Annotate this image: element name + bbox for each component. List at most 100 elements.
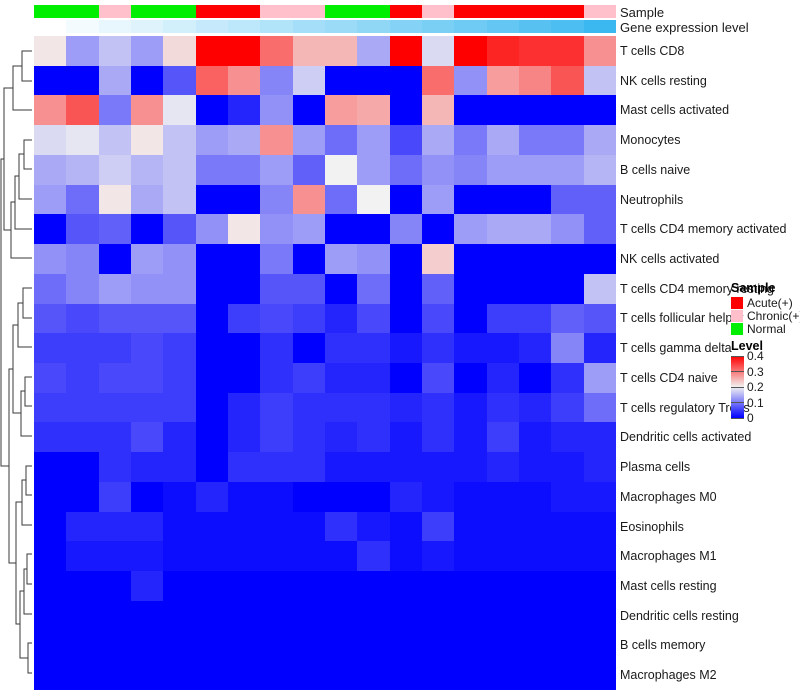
heatmap-cell — [422, 541, 455, 572]
heatmap-cell — [551, 571, 585, 602]
heatmap-cell — [98, 600, 132, 632]
heatmap-cell — [34, 600, 67, 632]
heatmap-cell — [422, 333, 455, 364]
heatmap-cell — [486, 273, 520, 305]
heatmap-cell — [228, 95, 261, 126]
heatmap-cell — [519, 214, 552, 245]
heatmap-cell — [454, 422, 488, 453]
heatmap-cell — [260, 422, 294, 453]
heatmap-cell — [551, 273, 585, 305]
heatmap-cell — [228, 36, 261, 67]
heatmap-row-label: NK cells resting — [620, 73, 707, 88]
heatmap-cell — [228, 452, 261, 483]
heatmap-cell — [66, 452, 100, 483]
heatmap-cell — [486, 65, 520, 97]
heatmap-cell — [389, 392, 423, 424]
heatmap-cell — [583, 154, 616, 186]
heatmap-cell — [519, 154, 552, 186]
heatmap-cell — [422, 481, 455, 513]
heatmap-cell — [163, 303, 197, 334]
heatmap-cell — [131, 422, 164, 453]
heatmap-cell — [260, 452, 294, 483]
heatmap-cell — [195, 125, 229, 156]
heatmap-cell — [583, 36, 616, 67]
heatmap-cell — [163, 154, 197, 186]
heatmap-cell — [422, 125, 455, 156]
sample-annotation-cell — [454, 5, 488, 18]
heatmap-cell — [357, 273, 391, 305]
dendrogram-svg — [0, 50, 32, 674]
heatmap-cell — [519, 630, 552, 661]
heatmap-cell — [195, 630, 229, 661]
heatmap-cell — [422, 244, 455, 275]
sample-legend: Sample Acute(+) Chronic(+) Normal — [731, 281, 800, 335]
heatmap-cell — [195, 95, 229, 126]
heatmap-cell — [66, 660, 100, 690]
heatmap-cell — [34, 481, 67, 513]
heatmap-cell — [357, 541, 391, 572]
heatmap-cell — [228, 600, 261, 632]
heatmap-cell — [195, 65, 229, 97]
heatmap-cell — [98, 660, 132, 690]
heatmap-cell — [325, 273, 358, 305]
heatmap-cell — [228, 660, 261, 690]
heatmap-cell — [98, 154, 132, 186]
heatmap-cell — [486, 630, 520, 661]
heatmap-cell — [292, 630, 326, 661]
heatmap-cell — [195, 600, 229, 632]
gene-expression-annotation-cell — [131, 20, 164, 33]
sample-legend-item: Acute(+) — [731, 296, 800, 309]
heatmap-cell — [583, 214, 616, 245]
heatmap-cell — [292, 511, 326, 542]
heatmap-cell — [98, 511, 132, 542]
heatmap-cell — [260, 154, 294, 186]
heatmap-cell — [66, 36, 100, 67]
heatmap-cell — [389, 184, 423, 215]
heatmap-cell — [389, 303, 423, 334]
heatmap-cell — [195, 244, 229, 275]
heatmap-cell — [357, 95, 391, 126]
heatmap-cell — [389, 481, 423, 513]
heatmap-cell — [486, 303, 520, 334]
heatmap-cell — [195, 363, 229, 394]
heatmap-row-label: T cells gamma delta — [620, 341, 732, 356]
heatmap-cell — [260, 660, 294, 690]
heatmap-cell — [131, 481, 164, 513]
heatmap-cell — [98, 452, 132, 483]
sample-annotation-cell — [292, 5, 326, 18]
heatmap-cell — [325, 125, 358, 156]
heatmap-cell — [454, 392, 488, 424]
heatmap-cell — [66, 95, 100, 126]
heatmap-cell — [422, 154, 455, 186]
heatmap-cell — [228, 244, 261, 275]
heatmap-cell — [357, 65, 391, 97]
heatmap-cell — [260, 65, 294, 97]
heatmap-cell — [583, 95, 616, 126]
heatmap-cell — [486, 571, 520, 602]
heatmap-cell — [163, 244, 197, 275]
heatmap-cell — [228, 273, 261, 305]
heatmap-cell — [98, 125, 132, 156]
sample-annotation-cell — [228, 5, 261, 18]
heatmap-cell — [454, 660, 488, 690]
heatmap-cell — [325, 452, 358, 483]
heatmap-cell — [454, 244, 488, 275]
heatmap-cell — [325, 422, 358, 453]
level-colorbar-tick: 0.2 — [731, 381, 764, 393]
heatmap-cell — [131, 363, 164, 394]
heatmap-cell — [551, 214, 585, 245]
gene-expression-annotation-cell — [292, 20, 326, 33]
heatmap-cell — [454, 273, 488, 305]
heatmap-cell — [389, 571, 423, 602]
gene-expression-annotation-cell — [422, 20, 455, 33]
heatmap-cell — [34, 65, 67, 97]
level-colorbar-ticks: 0.4 0.3 0.2 0.1 0 — [731, 350, 791, 424]
heatmap-cell — [325, 184, 358, 215]
heatmap-cell — [519, 65, 552, 97]
heatmap-cell — [66, 184, 100, 215]
heatmap-cell — [389, 273, 423, 305]
heatmap-cell — [519, 363, 552, 394]
sample-legend-item: Normal — [731, 322, 800, 335]
heatmap-cell — [292, 363, 326, 394]
heatmap-cell — [454, 541, 488, 572]
